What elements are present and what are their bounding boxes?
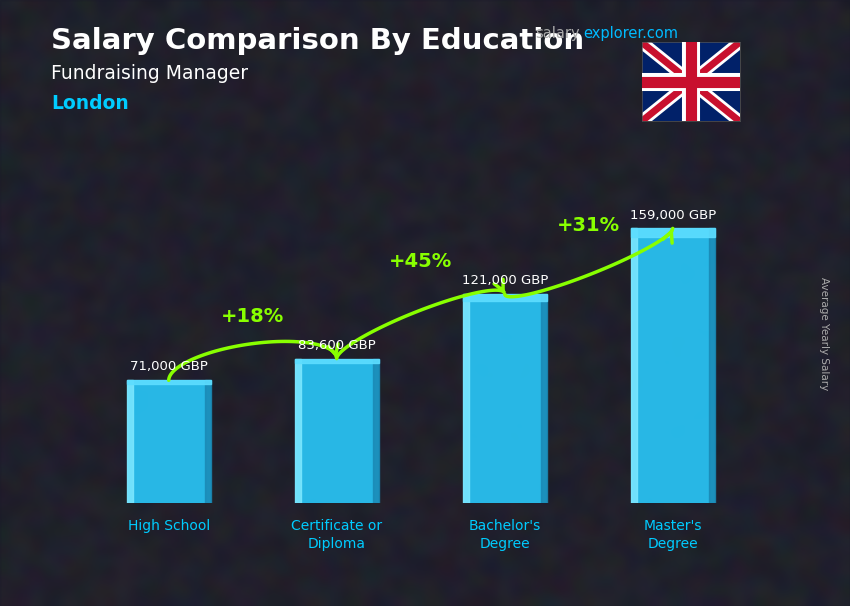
- Bar: [295, 359, 379, 503]
- Bar: [631, 228, 637, 503]
- Bar: [631, 228, 715, 237]
- Text: Average Yearly Salary: Average Yearly Salary: [819, 277, 829, 390]
- Bar: [127, 381, 211, 384]
- Bar: [205, 381, 211, 503]
- Text: Salary Comparison By Education: Salary Comparison By Education: [51, 27, 584, 55]
- Text: explorer.com: explorer.com: [583, 26, 678, 41]
- Bar: [462, 294, 547, 503]
- Bar: [631, 228, 715, 503]
- Text: 159,000 GBP: 159,000 GBP: [630, 208, 716, 222]
- Bar: [295, 359, 301, 503]
- Text: Fundraising Manager: Fundraising Manager: [51, 64, 248, 82]
- Bar: [541, 294, 547, 503]
- Text: +31%: +31%: [558, 216, 620, 235]
- Bar: [462, 294, 547, 301]
- Text: +18%: +18%: [221, 307, 285, 326]
- Bar: [127, 381, 133, 503]
- Text: 71,000 GBP: 71,000 GBP: [130, 361, 207, 373]
- Text: London: London: [51, 94, 128, 113]
- Text: 83,600 GBP: 83,600 GBP: [298, 339, 376, 351]
- Text: salary: salary: [536, 26, 580, 41]
- Bar: [295, 359, 379, 363]
- Bar: [709, 228, 715, 503]
- Bar: [127, 381, 211, 503]
- Bar: [462, 294, 468, 503]
- Text: 121,000 GBP: 121,000 GBP: [462, 274, 548, 287]
- Bar: [373, 359, 379, 503]
- Text: +45%: +45%: [389, 252, 452, 271]
